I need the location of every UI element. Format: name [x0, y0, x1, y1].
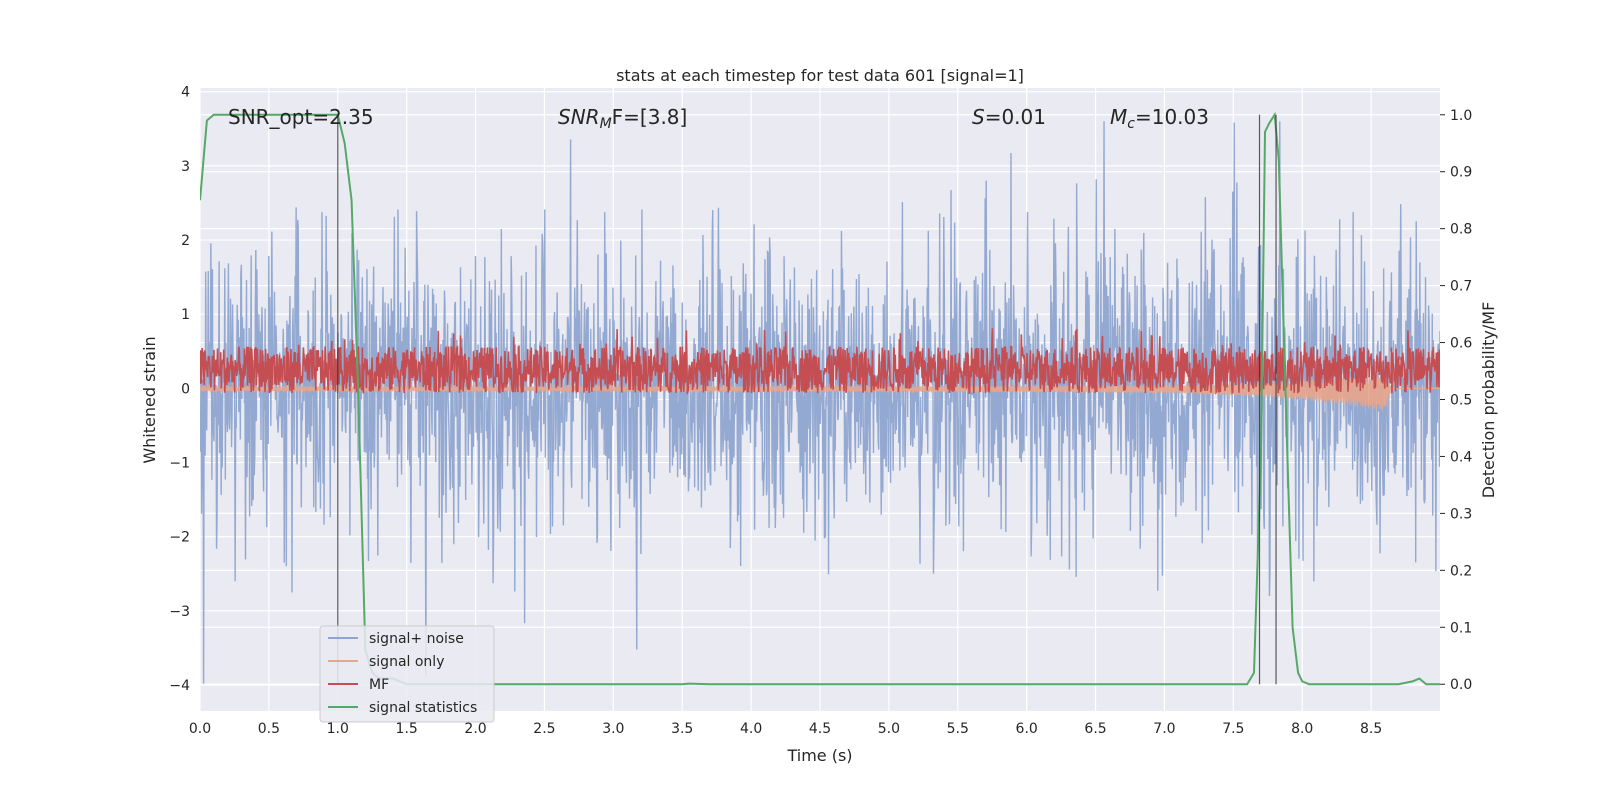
x-tick-label: 2.5: [533, 721, 555, 737]
y-tick-label: −3: [169, 604, 190, 620]
annotation-snr-opt: SNR_opt=2.35: [228, 105, 374, 129]
annotation-s: S=0.01: [972, 105, 1046, 129]
y-tick-label: 0: [181, 381, 190, 397]
y-tick-label: 4: [181, 85, 190, 101]
snr-mf-base: SNR: [558, 105, 600, 129]
y-tick-label: −4: [169, 678, 190, 694]
y-tick-label: 3: [181, 159, 190, 175]
y-tick-label: 2: [181, 233, 190, 249]
snr-mf-sub: M: [600, 116, 612, 132]
x-tick-label: 3.0: [602, 721, 624, 737]
s-rest: =0.01: [985, 105, 1046, 129]
y2-tick-label: 1.0: [1450, 108, 1472, 124]
x-tick-labels: 0.0 0.5 1.0 1.5 2.0 2.5 3.0 3.5 4.0 4.5 5.0 5.5 6.0 6…: [189, 721, 1382, 737]
legend-label-signal-noise: signal+ noise: [369, 631, 464, 647]
mc-sub: c: [1127, 116, 1135, 132]
x-tick-label: 0.0: [189, 721, 211, 737]
x-tick-label: 7.5: [1222, 721, 1244, 737]
y2-tick-label: 0.5: [1450, 393, 1472, 409]
vertical-markers: [337, 114, 1277, 685]
y2-axis-label: Detection probability/MF: [1479, 302, 1498, 499]
legend: signal+ noise signal only MF signal stat…: [319, 625, 495, 723]
snr-mf-rest: F=[3.8]: [612, 105, 688, 129]
y-tick-label: −2: [169, 530, 190, 546]
x-tick-label: 0.5: [258, 721, 280, 737]
y-axis-label: Whitened strain: [140, 336, 159, 463]
legend-label-mf: MF: [369, 677, 389, 693]
x-tick-label: 2.0: [464, 721, 486, 737]
series-layer: [200, 111, 1440, 686]
x-tick-label: 8.5: [1360, 721, 1382, 737]
x-tick-label: 7.0: [1153, 721, 1175, 737]
legend-label-signal-statistics: signal statistics: [369, 700, 477, 716]
x-tick-label: 1.5: [396, 721, 418, 737]
chart-title: stats at each timestep for test data 601…: [616, 66, 1024, 85]
x-tick-label: 8.0: [1291, 721, 1313, 737]
x-tick-label: 1.0: [327, 721, 349, 737]
legend-label-signal-only: signal only: [369, 654, 444, 670]
mc-rest: =10.03: [1135, 105, 1209, 129]
annotation-snr-mf: SNRMF=[3.8]: [558, 105, 687, 132]
y-tick-label: 1: [181, 307, 190, 323]
legend-box: [319, 625, 495, 723]
y2-tick-label: 0.8: [1450, 222, 1472, 238]
annotation-mc: Mc=10.03: [1110, 105, 1209, 132]
s-var: S: [972, 105, 985, 129]
y2-tick-labels: 1.0 0.9 0.8 0.7 0.6 0.5 0.4 0.3 0.2 0.1 0.0: [1440, 108, 1472, 693]
x-tick-label: 4.5: [809, 721, 831, 737]
x-tick-label: 5.0: [878, 721, 900, 737]
y2-tick-label: 0.2: [1450, 563, 1472, 579]
y2-tick-label: 0.1: [1450, 620, 1472, 636]
y2-tick-label: 0.3: [1450, 506, 1472, 522]
y-tick-labels: 4 3 2 1 0 −1 −2 −3 −4: [169, 85, 190, 694]
y2-tick-label: 0.6: [1450, 336, 1472, 352]
y-tick-label: −1: [169, 456, 190, 472]
x-tick-label: 4.0: [740, 721, 762, 737]
y2-tick-label: 0.0: [1450, 677, 1472, 693]
mc-var: M: [1110, 105, 1127, 129]
x-tick-label: 5.5: [947, 721, 969, 737]
y2-tick-label: 0.9: [1450, 165, 1472, 181]
x-tick-label: 6.5: [1084, 721, 1106, 737]
x-tick-label: 3.5: [671, 721, 693, 737]
y2-tick-label: 0.7: [1450, 279, 1472, 295]
x-tick-label: 6.0: [1016, 721, 1038, 737]
y2-tick-label: 0.4: [1450, 449, 1472, 465]
series-mf: [200, 328, 1440, 396]
x-axis-label: Time (s): [786, 746, 852, 765]
series-signal-statistics: [200, 111, 1440, 686]
